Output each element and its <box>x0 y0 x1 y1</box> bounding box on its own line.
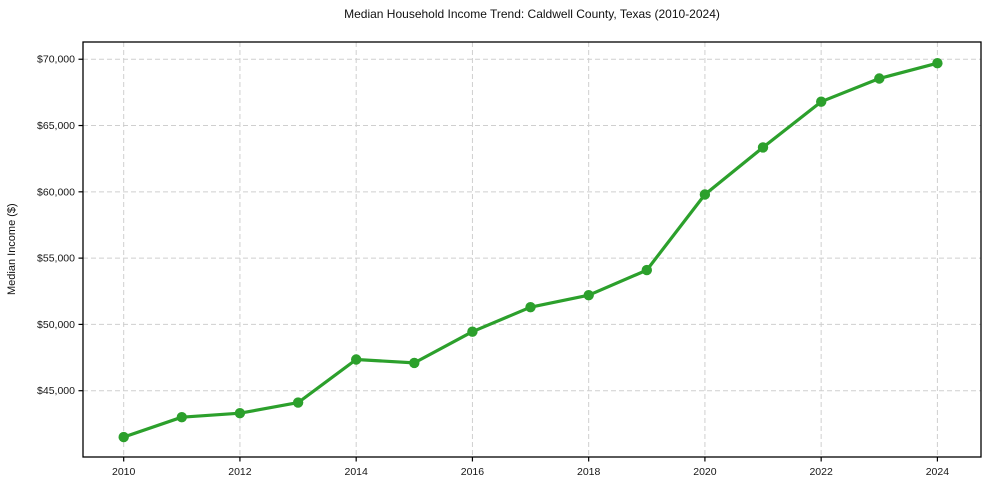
data-point-marker <box>525 302 536 313</box>
data-point-marker <box>234 408 246 419</box>
data-point-marker <box>757 142 769 153</box>
x-tick-label: 2018 <box>577 466 601 478</box>
x-tick-label: 2014 <box>344 466 368 478</box>
data-point-marker <box>176 412 187 423</box>
y-tick-label: $60,000 <box>37 186 75 198</box>
y-tick-label: $45,000 <box>37 385 75 397</box>
y-tick-label: $55,000 <box>37 253 75 265</box>
data-point-marker <box>409 357 420 369</box>
x-tick-label: 2024 <box>926 466 950 478</box>
data-point-marker <box>351 354 362 365</box>
data-point-marker <box>932 58 943 69</box>
chart-title: Median Household Income Trend: Caldwell … <box>344 7 720 21</box>
y-tick-label: $65,000 <box>37 120 75 132</box>
x-tick-label: 2012 <box>228 466 252 478</box>
data-point-marker <box>118 431 129 443</box>
x-tick-label: 2010 <box>112 466 136 478</box>
data-point-marker <box>583 290 594 301</box>
x-tick-label: 2022 <box>809 466 833 478</box>
x-tick-label: 2020 <box>693 466 717 478</box>
y-tick-label: $50,000 <box>37 319 75 331</box>
data-point-marker <box>874 73 885 84</box>
data-point-marker <box>467 326 478 337</box>
series-line <box>122 61 940 439</box>
y-tick-label: $70,000 <box>37 54 75 66</box>
x-tick-label: 2016 <box>461 466 485 478</box>
data-point-marker <box>292 397 304 408</box>
data-point-marker <box>699 189 711 200</box>
axes-frame <box>82 41 982 458</box>
y-axis-label: Median Income ($) <box>6 203 18 296</box>
data-point-marker <box>816 96 827 107</box>
data-point-marker <box>641 264 652 276</box>
